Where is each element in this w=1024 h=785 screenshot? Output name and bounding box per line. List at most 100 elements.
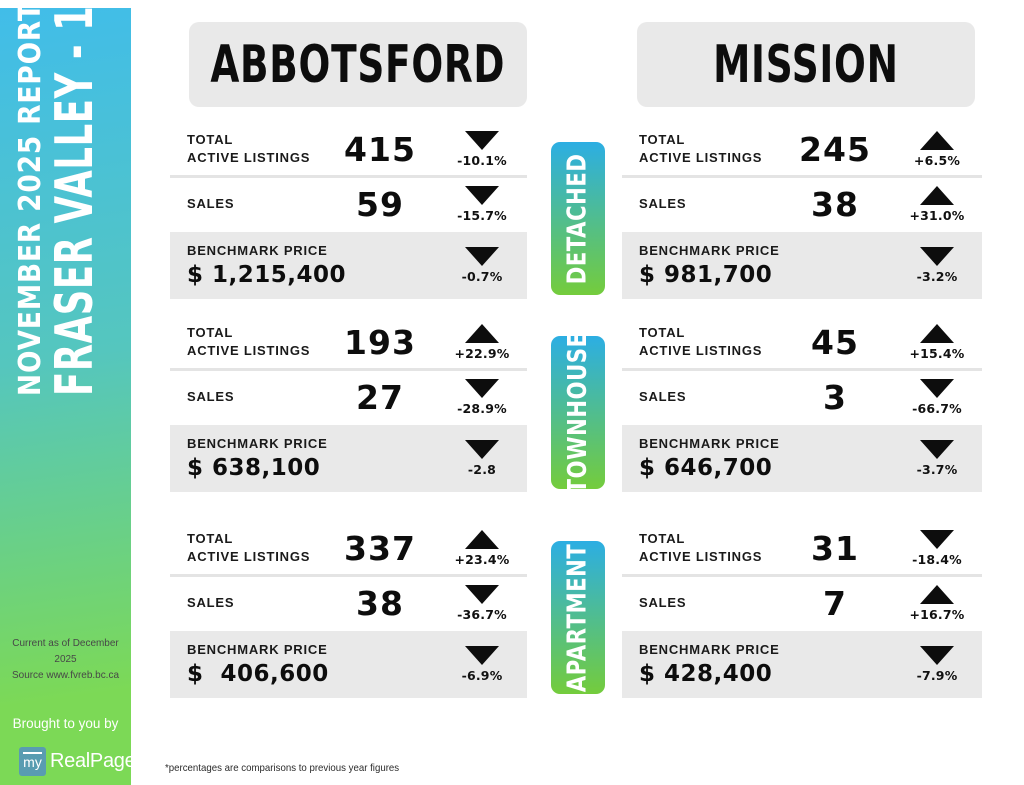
- row-divider: [170, 368, 527, 371]
- benchmark-price: $ 1,215,400: [187, 262, 347, 288]
- listings-row: TOTAL ACTIVE LISTINGS 45 +15.4%: [622, 318, 982, 366]
- listings-row: TOTAL ACTIVE LISTINGS 415 -10.1%: [170, 125, 527, 173]
- benchmark-label: BENCHMARK PRICE: [187, 243, 328, 258]
- sales-row: SALES 3 -66.7%: [622, 374, 982, 420]
- sales-value: 38: [811, 184, 859, 224]
- trend-arrow-icon: [920, 646, 954, 665]
- benchmark-change: -2.8: [439, 440, 525, 477]
- listings-row: TOTAL ACTIVE LISTINGS 245 +6.5%: [622, 125, 982, 173]
- change-percent: -3.2%: [916, 269, 958, 284]
- trend-arrow-icon: [465, 646, 499, 665]
- current-as-of-year: 2025: [54, 652, 77, 665]
- brought-to-you-by: Brought to you by: [12, 716, 119, 731]
- benchmark-price: $ 981,700: [639, 262, 773, 288]
- benchmark-row: BENCHMARK PRICE $ 638,100 -2.8: [170, 425, 527, 492]
- label-line1: TOTAL: [187, 132, 234, 148]
- listings-change: -18.4%: [894, 529, 980, 567]
- benchmark-block: BENCHMARK PRICE $ 646,700: [622, 436, 894, 481]
- trend-arrow-icon: [465, 378, 499, 398]
- sales-row: SALES 27 -28.9%: [170, 374, 527, 420]
- trend-arrow-icon: [920, 247, 954, 266]
- listings-value: 45: [811, 322, 859, 362]
- listings-change: +6.5%: [894, 130, 980, 168]
- listings-row: TOTAL ACTIVE LISTINGS 31 -18.4%: [622, 524, 982, 572]
- benchmark-row: BENCHMARK PRICE $ 646,700 -3.7%: [622, 425, 982, 492]
- header-mission: MISSION: [637, 22, 975, 107]
- benchmark-change: -0.7%: [439, 247, 525, 284]
- change-percent: +22.9%: [454, 345, 510, 361]
- sales-row: SALES 38 +31.0%: [622, 181, 982, 227]
- trend-arrow-icon: [920, 130, 954, 150]
- benchmark-price: $ 646,700: [639, 455, 773, 481]
- label-line2: ACTIVE LISTINGS: [187, 150, 311, 165]
- change-percent: -3.7%: [916, 462, 958, 477]
- sales-change: -66.7%: [894, 378, 980, 416]
- sales-change: -28.9%: [439, 378, 525, 416]
- listings-value: 193: [344, 322, 416, 362]
- listings-label: TOTAL ACTIVE LISTINGS: [622, 530, 776, 565]
- trend-arrow-icon: [920, 378, 954, 398]
- trend-arrow-icon: [465, 323, 499, 343]
- label-line1: TOTAL: [639, 132, 686, 148]
- listings-value: 31: [811, 528, 859, 568]
- listings-row: TOTAL ACTIVE LISTINGS 193 +22.9%: [170, 318, 527, 366]
- section-mission-apartment: TOTAL ACTIVE LISTINGS 31 -18.4% SALES 7 …: [622, 524, 982, 698]
- benchmark-block: BENCHMARK PRICE $ 638,100: [170, 436, 439, 481]
- change-percent: -15.7%: [457, 207, 507, 223]
- benchmark-change: -3.2%: [894, 247, 980, 284]
- type-label-text: DETACHED: [563, 153, 593, 284]
- sales-label: SALES: [639, 389, 687, 405]
- sidebar-titles: NOVEMBER 2025 REPORT FRASER VALLEY - 1: [11, 8, 123, 410]
- region-title: FRASER VALLEY - 1: [44, 8, 105, 396]
- listings-label: TOTAL ACTIVE LISTINGS: [170, 530, 321, 565]
- trend-arrow-icon: [465, 529, 499, 549]
- benchmark-price: $ 638,100: [187, 455, 321, 481]
- sales-change: -15.7%: [439, 185, 525, 223]
- benchmark-price: $ 406,600: [187, 661, 329, 687]
- label-line2: ACTIVE LISTINGS: [639, 150, 763, 165]
- report-month-title: NOVEMBER 2025 REPORT: [13, 8, 48, 396]
- source-line: Source www.fvreb.bc.ca: [11, 668, 119, 681]
- section-mission-detached: TOTAL ACTIVE LISTINGS 245 +6.5% SALES 38…: [622, 125, 982, 299]
- header-abbotsford: ABBOTSFORD: [189, 22, 527, 107]
- sales-value: 38: [356, 583, 404, 623]
- benchmark-label: BENCHMARK PRICE: [639, 642, 780, 657]
- type-label-apartment: APARTMENT: [551, 541, 605, 694]
- sales-label: SALES: [187, 389, 235, 405]
- listings-value: 415: [344, 129, 416, 169]
- trend-arrow-icon: [465, 247, 499, 266]
- trend-arrow-icon: [920, 323, 954, 343]
- listings-change: +23.4%: [439, 529, 525, 567]
- label-line2: ACTIVE LISTINGS: [187, 549, 311, 564]
- type-label-text: TOWNHOUSE: [563, 332, 593, 493]
- change-percent: -66.7%: [912, 400, 962, 416]
- benchmark-block: BENCHMARK PRICE $ 981,700: [622, 243, 894, 288]
- sales-change: -36.7%: [439, 584, 525, 622]
- sales-value: 3: [823, 377, 847, 417]
- listings-label: TOTAL ACTIVE LISTINGS: [622, 131, 776, 166]
- sales-change: +31.0%: [894, 185, 980, 223]
- sales-row: SALES 59 -15.7%: [170, 181, 527, 227]
- type-label-townhouse: TOWNHOUSE: [551, 332, 605, 493]
- benchmark-label: BENCHMARK PRICE: [187, 436, 328, 451]
- benchmark-label: BENCHMARK PRICE: [639, 436, 780, 451]
- current-as-of-line: Current as of December: [12, 637, 119, 649]
- sales-value: 7: [823, 583, 847, 623]
- label-line1: TOTAL: [639, 325, 686, 341]
- listings-value: 245: [799, 129, 871, 169]
- sales-value: 59: [356, 184, 404, 224]
- benchmark-block: BENCHMARK PRICE $ 428,400: [622, 642, 894, 687]
- section-abbotsford-townhouse: TOTAL ACTIVE LISTINGS 193 +22.9% SALES 2…: [170, 318, 527, 492]
- sales-label: SALES: [187, 595, 235, 611]
- trend-arrow-icon: [920, 529, 954, 549]
- change-percent: +16.7%: [909, 606, 965, 622]
- city-title: MISSION: [713, 34, 899, 95]
- benchmark-row: BENCHMARK PRICE $ 428,400 -7.9%: [622, 631, 982, 698]
- listings-change: -10.1%: [439, 130, 525, 168]
- row-divider: [622, 175, 982, 178]
- label-line1: TOTAL: [639, 531, 686, 547]
- listings-change: +15.4%: [894, 323, 980, 361]
- row-divider: [170, 175, 527, 178]
- benchmark-row: BENCHMARK PRICE $ 981,700 -3.2%: [622, 232, 982, 299]
- benchmark-change: -7.9%: [894, 646, 980, 683]
